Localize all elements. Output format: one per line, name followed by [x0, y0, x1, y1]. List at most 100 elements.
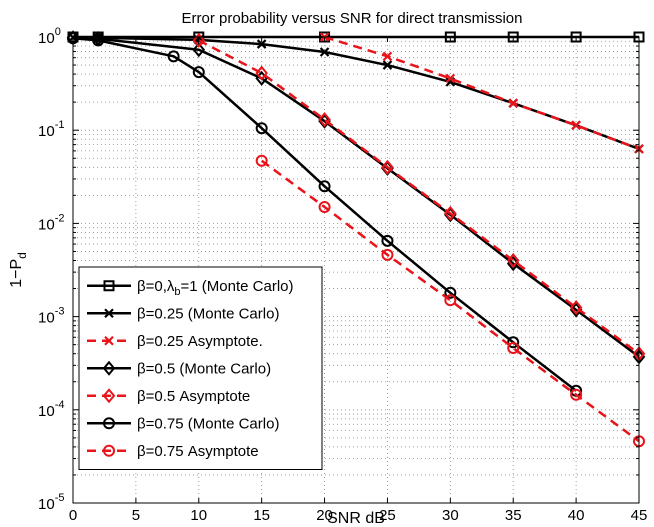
y-axis-label-main: 1−P [8, 259, 25, 288]
y-tick-label: 10-5 [38, 492, 64, 513]
x-tick-label: 40 [568, 507, 585, 524]
series-point [571, 120, 581, 131]
legend-marker [103, 417, 115, 430]
legend-label: β=0.25 Asymptote. [137, 333, 263, 350]
legend: β=0,λb=1 (Monte Carlo) β=0.25 (Monte Carl… [78, 266, 323, 470]
series-point [507, 342, 520, 355]
legend-label-subscript: b [174, 286, 180, 298]
legend-marker [104, 335, 114, 346]
series-line [72, 36, 640, 358]
series-point [507, 336, 520, 349]
y-tick-label-base: 10 [38, 216, 55, 233]
series-point [255, 122, 268, 135]
legend-entry: β=0.5 (Monte Carlo) [87, 360, 271, 377]
y-tick-label: 100 [38, 26, 61, 47]
chart-title: Error probability versus SNR for direct … [182, 10, 523, 27]
x-tick-label: 5 [132, 507, 140, 524]
series-point [192, 42, 206, 58]
series-point [318, 180, 331, 193]
x-tick-label: 15 [253, 507, 270, 524]
series-point [445, 73, 456, 84]
series-line [260, 159, 640, 443]
x-tick-label: 0 [69, 507, 77, 524]
x-tick-label: 30 [442, 507, 459, 524]
legend-entry: β=0.25 (Monte Carlo) [87, 305, 279, 322]
series-line [72, 36, 577, 392]
legend-label: β=0.5 Asymptote [137, 388, 250, 405]
x-tick-label: 25 [379, 507, 396, 524]
series-line [324, 35, 640, 151]
y-tick-label-exponent: 0 [55, 26, 61, 38]
series-point [255, 65, 268, 81]
y-tick-label-base: 10 [38, 123, 55, 140]
legend-label: β=0.25 (Monte Carlo) [137, 305, 279, 322]
series-point [192, 66, 205, 79]
series-point [319, 47, 330, 57]
series-point [444, 286, 457, 299]
legend-label: β=0,λb=1 (Monte Carlo) [137, 278, 294, 298]
series-point [381, 234, 394, 247]
y-axis-label: 1−Pd [8, 252, 29, 288]
series-point [318, 200, 331, 213]
series-point [382, 51, 393, 62]
series-point [569, 302, 583, 318]
x-axis-label: SNR dB [327, 510, 385, 527]
y-tick-label-base: 10 [38, 496, 55, 513]
legend-entry: β=0.75 (Monte Carlo) [87, 415, 279, 432]
series-point [444, 205, 457, 221]
series-point [381, 248, 394, 261]
series-line [198, 39, 640, 355]
y-tick-label-base: 10 [38, 310, 55, 327]
legend-marker [102, 388, 116, 404]
legend-entry: β=0.5 Asymptote [87, 388, 250, 405]
legend-marker [104, 308, 114, 319]
y-tick-label-exponent: -3 [55, 306, 65, 318]
series-point [318, 113, 331, 129]
legend-label: β=0.75 (Monte Carlo) [137, 415, 279, 432]
series-point [508, 98, 519, 108]
y-tick-label-exponent: -5 [55, 492, 65, 504]
series-point [382, 60, 393, 70]
plot-frame [72, 36, 640, 504]
legend-label-rest: =1 (Monte Carlo) [181, 278, 294, 295]
y-tick-label-base: 10 [38, 30, 55, 47]
y-tick-label-exponent: -2 [55, 212, 65, 224]
legend-entry: β=0.75 Asymptote [87, 443, 259, 460]
series-4 [192, 32, 646, 362]
y-tick-label: 10-3 [38, 306, 64, 327]
series-point [318, 112, 331, 128]
legend-marker [103, 444, 115, 457]
legend-marker [102, 360, 116, 376]
y-tick-label: 10-1 [38, 119, 64, 140]
y-axis-label-subscript: d [15, 252, 29, 259]
series-point [167, 50, 180, 63]
y-tick-label-exponent: -4 [55, 399, 65, 411]
y-tick-label: 10-4 [38, 399, 64, 420]
series-point [444, 294, 457, 307]
series-point [570, 388, 583, 401]
y-tick-label-exponent: -1 [55, 119, 65, 131]
legend-entry: β=0,λb=1 (Monte Carlo) [87, 278, 294, 298]
series-point [569, 300, 583, 316]
legend-entry: β=0.25 Asymptote. [87, 333, 263, 350]
legend-label: β=0.75 Asymptote [137, 443, 259, 460]
legend-box [78, 266, 323, 470]
x-tick-label: 10 [190, 507, 207, 524]
series-point [255, 154, 268, 167]
series-point [381, 159, 394, 175]
legend-label: β=0.5 (Monte Carlo) [137, 360, 271, 377]
x-tick-label: 20 [316, 507, 333, 524]
series-5 [67, 32, 583, 397]
y-tick-label: 10-2 [38, 212, 64, 233]
legend-label-main: β=0,λ [137, 278, 175, 295]
series-point [506, 252, 520, 269]
series-point [192, 32, 206, 48]
legend-marker [103, 280, 115, 292]
x-tick-label: 35 [505, 507, 522, 524]
tick-layer: 0 5 10 15 20 25 30 35 40 4510-510-410-310-210-110… [38, 26, 647, 524]
series-point [92, 34, 105, 47]
y-tick-label-base: 10 [38, 403, 55, 420]
series-point [256, 39, 267, 49]
x-tick-label: 45 [631, 507, 648, 524]
